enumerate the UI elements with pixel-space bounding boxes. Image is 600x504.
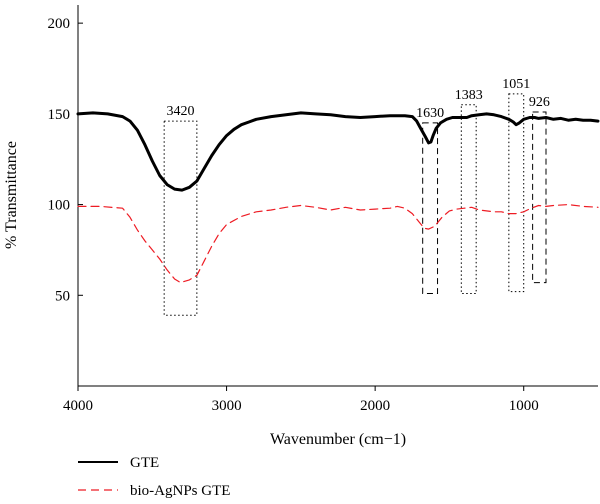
annotation-label: 1630 (416, 106, 444, 121)
annotation-label: 926 (529, 95, 550, 110)
legend-label: bio-AgNPs GTE (130, 483, 230, 499)
x-tick-label: 3000 (212, 398, 242, 414)
annotation-box (163, 120, 198, 316)
series-layer (76, 111, 600, 284)
y-tick-label: 50 (55, 288, 70, 304)
annotation-label: 3420 (167, 104, 195, 119)
y-tick-label: 100 (48, 198, 71, 214)
x-tick-label: 2000 (360, 398, 390, 414)
annotation-box (422, 122, 439, 294)
series-line-bio-agnps-gte (77, 204, 599, 284)
legend-label: GTE (130, 455, 159, 471)
x-axis-title: Wavenumber (cm−1) (270, 431, 406, 448)
series-line-gte (76, 111, 600, 192)
x-tick-label: 4000 (63, 398, 93, 414)
peak-annotations: 3420 1630 1383 1051 926 (163, 77, 550, 316)
annotation-box (532, 111, 547, 284)
annotation-label: 1383 (455, 88, 483, 103)
y-tick-label: 150 (48, 107, 71, 123)
annotation-label: 1051 (502, 77, 530, 92)
x-axis-ticks: 4000 3000 2000 1000 (63, 386, 539, 414)
y-axis-ticks: 50 100 150 200 (48, 16, 83, 304)
y-tick-label: 200 (48, 16, 71, 32)
annotation-box (460, 104, 477, 294)
annotation-box (508, 93, 525, 293)
y-axis-title: % Transmittance (3, 141, 20, 249)
legend: GTE bio-AgNPs GTE (78, 455, 230, 499)
plot-frame (77, 5, 598, 387)
x-tick-label: 1000 (509, 398, 539, 414)
